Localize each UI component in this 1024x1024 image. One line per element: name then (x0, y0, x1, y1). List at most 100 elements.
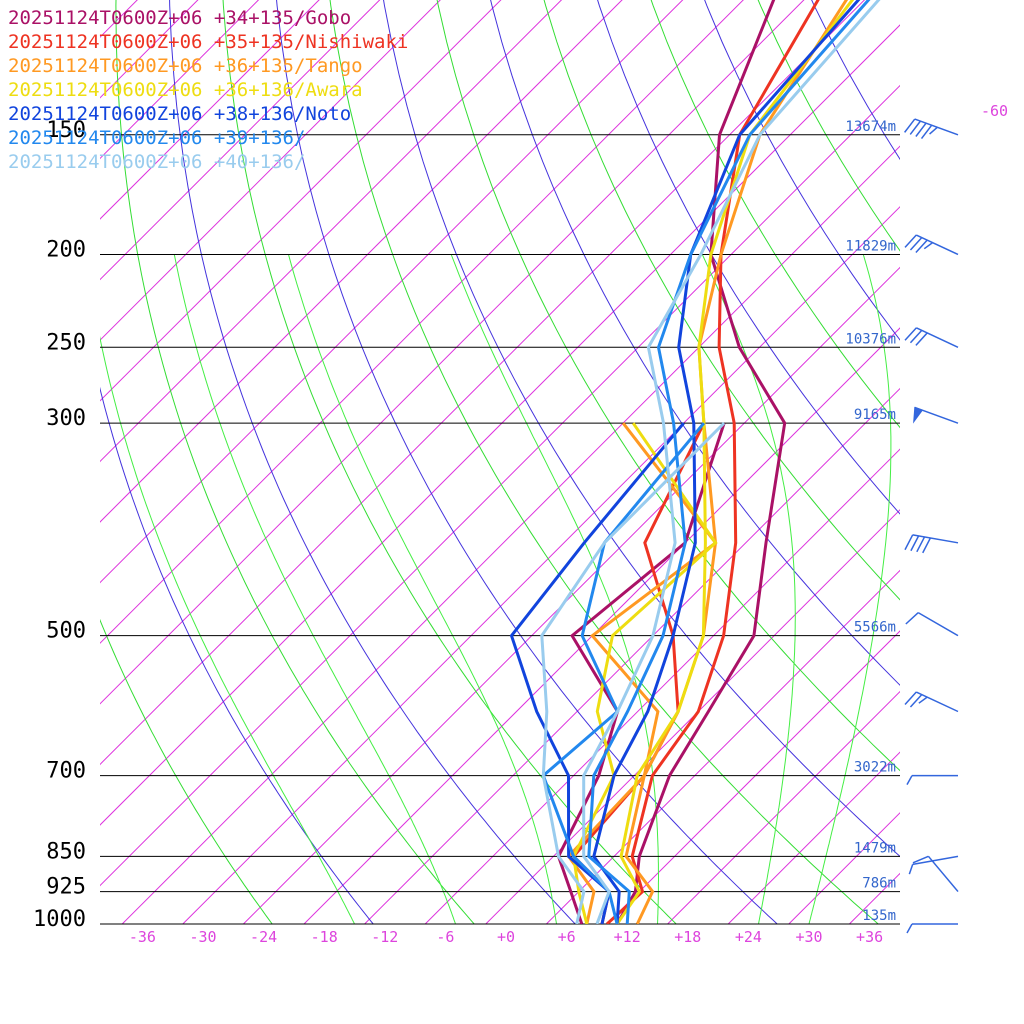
isotherm-line (182, 206, 900, 924)
height-label: 786m (862, 876, 896, 892)
legend-entry: 20251124T0600Z+06 +34+135/Gobo (8, 7, 351, 29)
wind-barb-feather (904, 327, 917, 341)
wind-barb-feather (904, 534, 914, 551)
height-label: 11829m (845, 238, 896, 254)
wind-barb-feather (915, 332, 928, 346)
isotherm-line (910, 0, 1024, 924)
wind-barb (913, 406, 959, 424)
wind-barb-staff (912, 534, 959, 544)
temperature-tick-label: +30 (795, 928, 822, 946)
pressure-label: 150 (46, 118, 86, 143)
wind-barb-feather (910, 535, 920, 552)
wind-barb-feather (909, 120, 922, 135)
wind-barb-feather (915, 122, 927, 137)
temperature-tick-label: -18 (311, 928, 338, 946)
pressure-label: 500 (46, 619, 86, 644)
wind-barb-feather (904, 234, 917, 248)
dry-adiabat-line (383, 0, 900, 858)
isotherm-line (424, 448, 900, 924)
wind-barb-feather (929, 126, 938, 135)
legend-entry: 20251124T0600Z+06 +38+136/Noto (8, 103, 351, 125)
temperature-tick-label: +36 (856, 928, 883, 946)
wind-barb-feather (905, 612, 919, 625)
wind-barb-feather (918, 696, 928, 704)
legend-entry: 20251124T0600Z+06 +36+136/Awara (8, 79, 363, 101)
dry-adiabat-line (490, 0, 900, 686)
temperature-profile-line (592, 0, 861, 924)
pressure-label: 250 (46, 330, 86, 355)
dry-adiabat-line (100, 618, 273, 924)
legend-entry: 20251124T0600Z+06 +36+135/Tango (8, 55, 363, 77)
isotherm-line (243, 266, 900, 924)
legend-entry: 20251124T0600Z+06 +39+136/ (8, 127, 305, 149)
temperature-tick-label: -36 (129, 928, 156, 946)
temperature-tick-label: +18 (674, 928, 701, 946)
dewpoint-profile-line (540, 422, 726, 924)
dry-adiabat-line (115, 0, 475, 924)
wind-barb-feather (920, 124, 933, 140)
height-label: 135m (862, 908, 896, 924)
isotherm-line (971, 0, 1024, 924)
sounding-profiles (509, 0, 881, 924)
pressure-label: 300 (46, 406, 86, 431)
temperature-tick-label: -30 (189, 928, 216, 946)
wind-barb-feather (904, 118, 916, 133)
isotherm-line (606, 630, 900, 924)
wind-barb (905, 612, 959, 637)
height-label: 3022m (854, 760, 896, 776)
wind-barb (904, 691, 959, 713)
wind-barb (904, 118, 959, 140)
isotherm-line (364, 387, 900, 924)
dry-adiabat-line (329, 0, 879, 924)
height-label: 9165m (854, 407, 896, 423)
wind-barb-flag (913, 406, 924, 424)
axis-labels: 10016215m15013674m20011829m25010376m3009… (33, 102, 1008, 946)
dewpoint-profile-line (556, 422, 726, 924)
dry-adiabat-line (704, 0, 900, 341)
dry-adiabat-line (169, 0, 576, 924)
wind-barb-feather (908, 864, 914, 875)
temperature-tick-label: +24 (735, 928, 762, 946)
wind-barb-feather (906, 775, 913, 785)
moist-adiabat-line (450, 254, 659, 924)
wind-barb (904, 327, 959, 348)
pressure-label: 850 (46, 839, 86, 864)
wind-barb-feather (922, 537, 932, 554)
height-label: 1479m (854, 840, 896, 856)
temperature-tick-label: -6 (436, 928, 454, 946)
isotherm-line (727, 751, 900, 924)
pressure-label: 1000 (33, 907, 86, 932)
isotherm-line (303, 327, 900, 924)
isobars (100, 134, 900, 925)
wind-barb-staff (914, 118, 959, 136)
wind-barb-staff (927, 855, 959, 893)
dry-adiabat-line (222, 0, 677, 924)
wind-barb-staff (915, 234, 959, 256)
wind-barb-feather (906, 923, 913, 934)
temperature-profile-line (587, 0, 871, 924)
temperature-tick-label: +6 (558, 928, 576, 946)
dry-adiabat-line (543, 0, 900, 601)
wind-barb-staff (915, 691, 959, 713)
wind-barb-feather (909, 694, 923, 708)
wind-barb-feather (909, 237, 923, 251)
wind-barb (906, 774, 958, 785)
moist-adiabat-line (701, 254, 796, 924)
height-label: 10376m (845, 331, 896, 347)
dry-adiabat-line (436, 0, 900, 772)
legend-entry: 20251124T0600Z+06 +40+136/ (8, 151, 305, 173)
dry-adiabat-line (100, 386, 374, 924)
wind-barb-staff (912, 855, 959, 866)
isotherm-line (849, 872, 900, 924)
dry-adiabat-line (650, 0, 900, 429)
dry-adiabat-line (757, 0, 900, 252)
wind-barb (904, 534, 959, 554)
wind-barb-feather (915, 239, 928, 253)
wind-barb (904, 234, 959, 256)
moist-adiabat-line (173, 254, 456, 924)
height-label: 5566m (854, 620, 896, 636)
pressure-label: 925 (46, 875, 86, 900)
temperature-profile-line (582, 0, 881, 924)
isotherm-line (546, 569, 900, 924)
